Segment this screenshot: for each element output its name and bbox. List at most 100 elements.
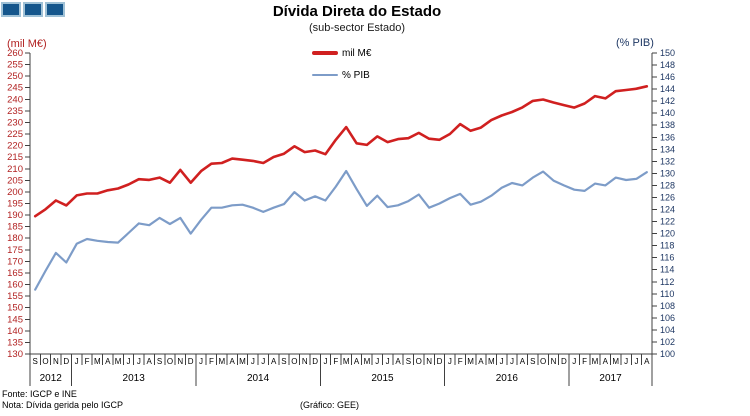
- svg-text:130: 130: [7, 349, 23, 360]
- svg-text:220: 220: [7, 141, 23, 152]
- svg-text:134: 134: [660, 144, 675, 154]
- svg-text:A: A: [105, 357, 111, 366]
- svg-text:108: 108: [660, 301, 675, 311]
- svg-text:150: 150: [660, 48, 675, 58]
- svg-text:2017: 2017: [599, 373, 622, 384]
- svg-text:A: A: [147, 357, 153, 366]
- svg-text:A: A: [644, 357, 650, 366]
- svg-text:100: 100: [660, 349, 675, 359]
- svg-text:N: N: [426, 357, 432, 366]
- logo: [1, 2, 65, 17]
- svg-text:D: D: [63, 357, 69, 366]
- svg-text:J: J: [323, 357, 327, 366]
- svg-text:M: M: [239, 357, 246, 366]
- svg-text:S: S: [406, 357, 411, 366]
- svg-text:114: 114: [660, 265, 674, 275]
- svg-text:N: N: [302, 357, 308, 366]
- svg-text:J: J: [624, 357, 628, 366]
- svg-text:F: F: [582, 357, 587, 366]
- svg-text:130: 130: [660, 168, 675, 178]
- svg-text:225: 225: [7, 129, 23, 140]
- svg-text:F: F: [209, 357, 214, 366]
- svg-text:M: M: [94, 357, 101, 366]
- svg-text:J: J: [448, 357, 452, 366]
- svg-text:195: 195: [7, 199, 23, 210]
- left-axis-ticks: 1301351401451501551601651701751801851901…: [7, 48, 30, 360]
- svg-text:M: M: [467, 357, 474, 366]
- svg-text:110: 110: [660, 289, 674, 299]
- svg-text:J: J: [199, 357, 203, 366]
- svg-text:144: 144: [660, 84, 675, 94]
- svg-text:S: S: [157, 357, 162, 366]
- svg-text:A: A: [395, 357, 401, 366]
- svg-text:O: O: [42, 357, 48, 366]
- svg-text:205: 205: [7, 175, 23, 186]
- svg-text:230: 230: [7, 117, 23, 128]
- svg-text:J: J: [500, 357, 504, 366]
- footer-note: Nota: Dívida gerida pelo IGCP: [2, 400, 124, 410]
- svg-text:O: O: [167, 357, 173, 366]
- svg-text:150: 150: [7, 303, 23, 314]
- svg-text:146: 146: [660, 72, 675, 82]
- svg-text:M: M: [218, 357, 225, 366]
- svg-text:A: A: [271, 357, 277, 366]
- svg-text:255: 255: [7, 60, 23, 71]
- footer-credit: (Gráfico: GEE): [300, 400, 360, 410]
- svg-text:J: J: [634, 357, 638, 366]
- svg-text:185: 185: [7, 222, 23, 233]
- logo-square: [23, 2, 43, 17]
- svg-text:N: N: [551, 357, 557, 366]
- logo-square: [1, 2, 21, 17]
- x-axis-years: 2012 2013 2014 2015 2016 2017: [29, 354, 653, 386]
- chart-subtitle: (sub-sector Estado): [309, 22, 405, 34]
- svg-text:180: 180: [7, 233, 23, 244]
- legend-label: mil M€: [342, 47, 372, 59]
- svg-text:120: 120: [660, 229, 675, 239]
- svg-text:M: M: [592, 357, 599, 366]
- svg-text:A: A: [229, 357, 235, 366]
- svg-text:124: 124: [660, 205, 675, 215]
- svg-text:J: J: [375, 357, 379, 366]
- svg-text:J: J: [137, 357, 141, 366]
- svg-text:O: O: [540, 357, 546, 366]
- svg-text:J: J: [510, 357, 514, 366]
- svg-text:N: N: [177, 357, 183, 366]
- svg-text:S: S: [530, 357, 535, 366]
- legend-label: % PIB: [342, 69, 370, 81]
- svg-text:165: 165: [7, 268, 23, 279]
- svg-text:122: 122: [660, 217, 675, 227]
- svg-text:112: 112: [660, 277, 674, 287]
- svg-text:104: 104: [660, 325, 675, 335]
- svg-text:106: 106: [660, 313, 675, 323]
- svg-text:N: N: [53, 357, 59, 366]
- svg-text:128: 128: [660, 180, 675, 190]
- svg-text:140: 140: [660, 108, 675, 118]
- svg-text:A: A: [520, 357, 526, 366]
- svg-text:245: 245: [7, 83, 23, 94]
- svg-text:D: D: [561, 357, 567, 366]
- svg-text:D: D: [312, 357, 318, 366]
- svg-text:O: O: [291, 357, 297, 366]
- svg-text:170: 170: [7, 256, 23, 267]
- svg-text:142: 142: [660, 96, 675, 106]
- legend-item-pib: % PIB: [312, 64, 371, 86]
- svg-text:J: J: [75, 357, 79, 366]
- svg-text:D: D: [437, 357, 443, 366]
- svg-text:A: A: [354, 357, 360, 366]
- svg-text:2014: 2014: [247, 373, 270, 384]
- svg-text:M: M: [115, 357, 122, 366]
- svg-text:102: 102: [660, 337, 675, 347]
- svg-text:135: 135: [7, 337, 23, 348]
- svg-text:210: 210: [7, 164, 23, 175]
- svg-text:235: 235: [7, 106, 23, 117]
- svg-text:S: S: [281, 357, 286, 366]
- left-axis-title: (mil M€): [7, 38, 47, 50]
- svg-text:M: M: [343, 357, 350, 366]
- svg-text:J: J: [261, 357, 265, 366]
- svg-text:J: J: [126, 357, 130, 366]
- legend: mil M€ % PIB: [312, 42, 371, 86]
- svg-text:140: 140: [7, 326, 23, 337]
- legend-swatch-blue-line: [312, 73, 338, 77]
- svg-text:260: 260: [7, 48, 23, 59]
